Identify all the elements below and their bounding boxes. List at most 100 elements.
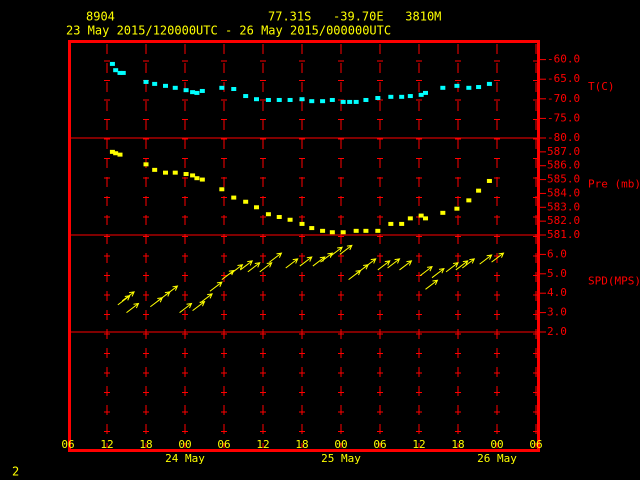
data-point xyxy=(375,228,381,233)
data-point xyxy=(320,99,326,104)
wind-arrow xyxy=(230,264,244,275)
data-point xyxy=(113,151,119,156)
data-point xyxy=(109,149,115,154)
wind-arrow xyxy=(339,244,353,255)
x-tick-label: 06 xyxy=(529,438,542,451)
y-tick-label: 5.0 xyxy=(547,267,567,280)
data-point xyxy=(423,90,428,95)
x-tick-label: 12 xyxy=(100,438,113,451)
data-point xyxy=(454,206,460,211)
axis-label: T(C) xyxy=(588,80,615,93)
wind-arrow xyxy=(285,258,299,269)
x-tick-label: 06 xyxy=(61,438,74,451)
data-point xyxy=(190,173,196,178)
data-point xyxy=(194,176,200,181)
wind-arrow xyxy=(126,302,140,313)
wind-arrow xyxy=(179,302,193,313)
data-point xyxy=(353,99,359,104)
data-point xyxy=(265,97,271,102)
data-point xyxy=(476,85,482,90)
x-tick-label: 06 xyxy=(217,438,230,451)
station-id: 8904 xyxy=(86,10,115,24)
data-point xyxy=(143,162,149,167)
y-tick-label: -75.0 xyxy=(547,111,580,124)
data-point xyxy=(231,87,237,91)
time-period: 23 May 2015/120000UTC - 26 May 2015/0000… xyxy=(66,24,391,38)
wind-arrow xyxy=(192,300,206,312)
y-tick-label: -70.0 xyxy=(547,92,580,105)
wind-arrow xyxy=(259,262,273,273)
data-point xyxy=(399,221,405,226)
data-point xyxy=(340,230,346,235)
data-point xyxy=(152,81,158,86)
data-point xyxy=(476,188,482,193)
data-point xyxy=(199,88,205,93)
y-tick-label: 587.0 xyxy=(547,145,580,158)
data-point xyxy=(486,178,492,183)
wind-arrow xyxy=(462,258,476,269)
data-point xyxy=(388,94,394,99)
data-point xyxy=(299,221,305,226)
data-point xyxy=(299,97,305,102)
data-point xyxy=(407,216,413,221)
data-point xyxy=(254,205,259,210)
data-point xyxy=(117,152,123,157)
wind-arrow xyxy=(479,254,493,265)
data-point xyxy=(183,88,189,93)
y-tick-label: 586.0 xyxy=(547,159,580,172)
wind-arrow xyxy=(312,256,326,267)
wind-arrow xyxy=(399,260,413,271)
data-point xyxy=(287,217,293,222)
data-point xyxy=(219,85,225,90)
data-point xyxy=(194,90,200,95)
wind-arrow xyxy=(491,252,505,263)
data-point xyxy=(423,216,428,221)
data-point xyxy=(163,170,168,175)
data-point xyxy=(363,228,369,233)
data-point xyxy=(254,97,259,102)
plot-frame xyxy=(68,40,540,452)
data-point xyxy=(276,97,282,102)
data-point xyxy=(172,170,178,175)
wind-arrow xyxy=(329,246,343,257)
data-point xyxy=(265,212,271,217)
data-point xyxy=(353,228,359,233)
wind-arrow xyxy=(199,293,213,304)
wind-arrow xyxy=(425,279,439,290)
data-point xyxy=(117,70,123,75)
x-tick-label: 12 xyxy=(256,438,269,451)
wind-arrow xyxy=(431,267,445,279)
y-tick-label: 6.0 xyxy=(547,247,567,260)
data-point xyxy=(440,210,446,215)
y-tick-label: 4.0 xyxy=(547,286,567,299)
data-point xyxy=(243,94,249,99)
x-tick-label: 18 xyxy=(451,438,464,451)
data-point xyxy=(163,83,168,88)
data-point xyxy=(172,85,178,90)
data-point xyxy=(309,226,315,231)
data-point xyxy=(375,96,381,101)
wind-arrow xyxy=(377,260,391,271)
data-point xyxy=(347,99,353,104)
data-point xyxy=(363,97,369,102)
data-point xyxy=(407,94,413,99)
y-tick-label: -60.0 xyxy=(547,53,580,66)
data-point xyxy=(190,90,196,95)
x-tick-label: 18 xyxy=(295,438,308,451)
data-point xyxy=(199,177,205,182)
page-number: 2 xyxy=(12,465,19,479)
x-tick-label: 00 xyxy=(178,438,191,451)
wind-arrow xyxy=(269,252,283,263)
x-tick-label: 00 xyxy=(490,438,503,451)
data-point xyxy=(399,94,405,99)
data-point xyxy=(219,187,225,192)
data-point xyxy=(276,214,282,219)
y-tick-label: 582.0 xyxy=(547,214,580,227)
axis-label: SPD(MPS) xyxy=(588,275,640,288)
y-tick-label: 583.0 xyxy=(547,200,580,213)
x-tick-label: 12 xyxy=(412,438,425,451)
data-point xyxy=(320,228,326,233)
data-point xyxy=(109,61,115,66)
